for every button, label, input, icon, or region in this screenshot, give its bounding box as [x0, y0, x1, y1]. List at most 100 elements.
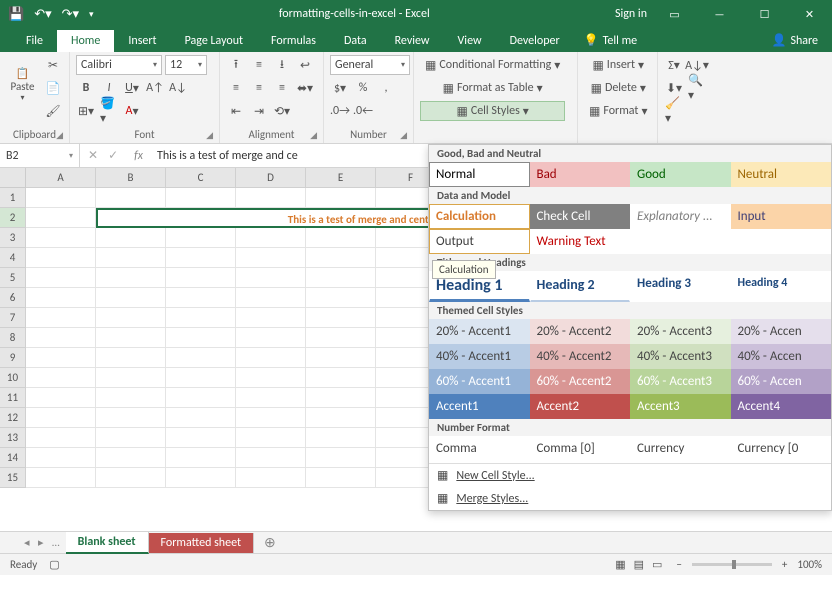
cell[interactable] [236, 428, 306, 448]
cell[interactable] [96, 348, 166, 368]
new-cell-style-menu[interactable]: ▦ New Cell Style... [429, 464, 831, 487]
clear-icon[interactable]: 🧹▾ [664, 101, 684, 121]
fill-color-button[interactable]: 🪣▾ [99, 101, 119, 121]
delete-cells-button[interactable]: ▦ Delete▾ [584, 78, 652, 98]
save-icon[interactable]: 💾 [8, 7, 24, 22]
bold-button[interactable]: B [76, 78, 96, 98]
increase-decimal-icon[interactable]: .0→ [330, 101, 350, 121]
insert-cells-button[interactable]: ▦ Insert▾ [584, 55, 652, 75]
style-swatch[interactable]: Heading 4 [731, 271, 832, 302]
style-swatch[interactable]: 20% - Accent2 [530, 319, 631, 344]
cell[interactable] [26, 288, 96, 308]
cell[interactable] [236, 348, 306, 368]
cell[interactable] [306, 368, 376, 388]
cell[interactable] [236, 368, 306, 388]
close-button[interactable]: ✕ [787, 0, 832, 28]
style-swatch[interactable]: 60% - Accent3 [630, 369, 731, 394]
cell[interactable] [166, 248, 236, 268]
cell[interactable] [306, 428, 376, 448]
style-swatch[interactable]: Accent3 [630, 394, 731, 419]
cell[interactable] [236, 288, 306, 308]
cell[interactable] [166, 228, 236, 248]
cell[interactable] [306, 448, 376, 468]
sheet-tab-formatted[interactable]: Formatted sheet [149, 533, 254, 553]
merged-cell[interactable]: This is a test of merge and center. [96, 208, 446, 228]
cell[interactable] [26, 188, 96, 208]
cut-icon[interactable]: ✂ [43, 55, 63, 75]
cell[interactable] [166, 428, 236, 448]
cell[interactable] [96, 328, 166, 348]
cell[interactable] [96, 368, 166, 388]
cell[interactable] [306, 228, 376, 248]
autosum-icon[interactable]: Σ▾ [664, 55, 684, 75]
column-header[interactable]: D [236, 168, 306, 188]
align-left-icon[interactable]: ≡ [226, 78, 246, 98]
new-sheet-button[interactable]: ⊕ [254, 534, 286, 551]
tell-me[interactable]: 💡 Tell me [574, 29, 647, 52]
cell[interactable] [26, 308, 96, 328]
paste-button[interactable]: 📋Paste▾ [6, 55, 39, 115]
row-header[interactable]: 2 [0, 208, 26, 228]
style-swatch[interactable]: Check Cell [530, 204, 631, 229]
select-all-corner[interactable] [0, 168, 26, 188]
enter-formula-icon[interactable]: ✓ [108, 148, 118, 163]
tab-home[interactable]: Home [57, 30, 114, 52]
cell[interactable] [26, 368, 96, 388]
cell[interactable] [26, 428, 96, 448]
cell[interactable] [96, 448, 166, 468]
sheet-tab-blank[interactable]: Blank sheet [66, 532, 149, 554]
zoom-level[interactable]: 100% [797, 558, 822, 571]
copy-icon[interactable]: 📄 [43, 78, 63, 98]
style-swatch[interactable]: Output [429, 229, 530, 254]
column-header[interactable]: C [166, 168, 236, 188]
orientation-icon[interactable]: ⟲▾ [272, 101, 292, 121]
conditional-formatting-button[interactable]: ▦ Conditional Formatting▾ [420, 55, 565, 75]
style-swatch[interactable]: 40% - Accent2 [530, 344, 631, 369]
cell[interactable] [236, 248, 306, 268]
cell[interactable] [306, 248, 376, 268]
cell[interactable] [96, 428, 166, 448]
column-header[interactable]: A [26, 168, 96, 188]
cell[interactable] [166, 448, 236, 468]
tab-view[interactable]: View [444, 30, 496, 52]
row-header[interactable]: 4 [0, 248, 26, 268]
cancel-formula-icon[interactable]: ✕ [88, 148, 98, 163]
cell[interactable] [166, 328, 236, 348]
tab-file[interactable]: File [12, 30, 57, 52]
cell[interactable] [166, 468, 236, 488]
tab-review[interactable]: Review [381, 30, 444, 52]
cell[interactable] [236, 308, 306, 328]
style-swatch[interactable]: Accent4 [731, 394, 832, 419]
cell[interactable] [26, 328, 96, 348]
style-swatch[interactable]: Comma [429, 436, 530, 461]
cell[interactable] [306, 348, 376, 368]
name-box[interactable]: B2▾ [0, 144, 80, 167]
font-color-button[interactable]: A▾ [122, 101, 142, 121]
style-swatch[interactable]: 60% - Accent1 [429, 369, 530, 394]
cell[interactable] [96, 308, 166, 328]
cell[interactable] [166, 388, 236, 408]
italic-button[interactable]: I [99, 78, 119, 98]
align-center-icon[interactable]: ≡ [249, 78, 269, 98]
cell[interactable] [96, 468, 166, 488]
row-header[interactable]: 8 [0, 328, 26, 348]
cell[interactable] [166, 348, 236, 368]
decrease-indent-icon[interactable]: ⇤ [226, 101, 246, 121]
fx-icon[interactable]: fx [126, 149, 151, 163]
sort-filter-icon[interactable]: A↓▾ [687, 55, 707, 75]
row-header[interactable]: 13 [0, 428, 26, 448]
cell[interactable] [236, 328, 306, 348]
cell[interactable] [306, 408, 376, 428]
increase-indent-icon[interactable]: ⇥ [249, 101, 269, 121]
cell[interactable] [306, 328, 376, 348]
row-header[interactable]: 7 [0, 308, 26, 328]
style-swatch[interactable]: 40% - Accent1 [429, 344, 530, 369]
merge-center-icon[interactable]: ⬌▾ [295, 78, 315, 98]
cell[interactable] [26, 348, 96, 368]
row-header[interactable]: 6 [0, 288, 26, 308]
minimize-button[interactable]: — [697, 0, 742, 28]
align-right-icon[interactable]: ≡ [272, 78, 292, 98]
style-swatch[interactable]: 20% - Accent1 [429, 319, 530, 344]
sheet-nav[interactable]: ◂ ▸ … [18, 536, 66, 549]
style-swatch[interactable]: Comma [0] [530, 436, 631, 461]
